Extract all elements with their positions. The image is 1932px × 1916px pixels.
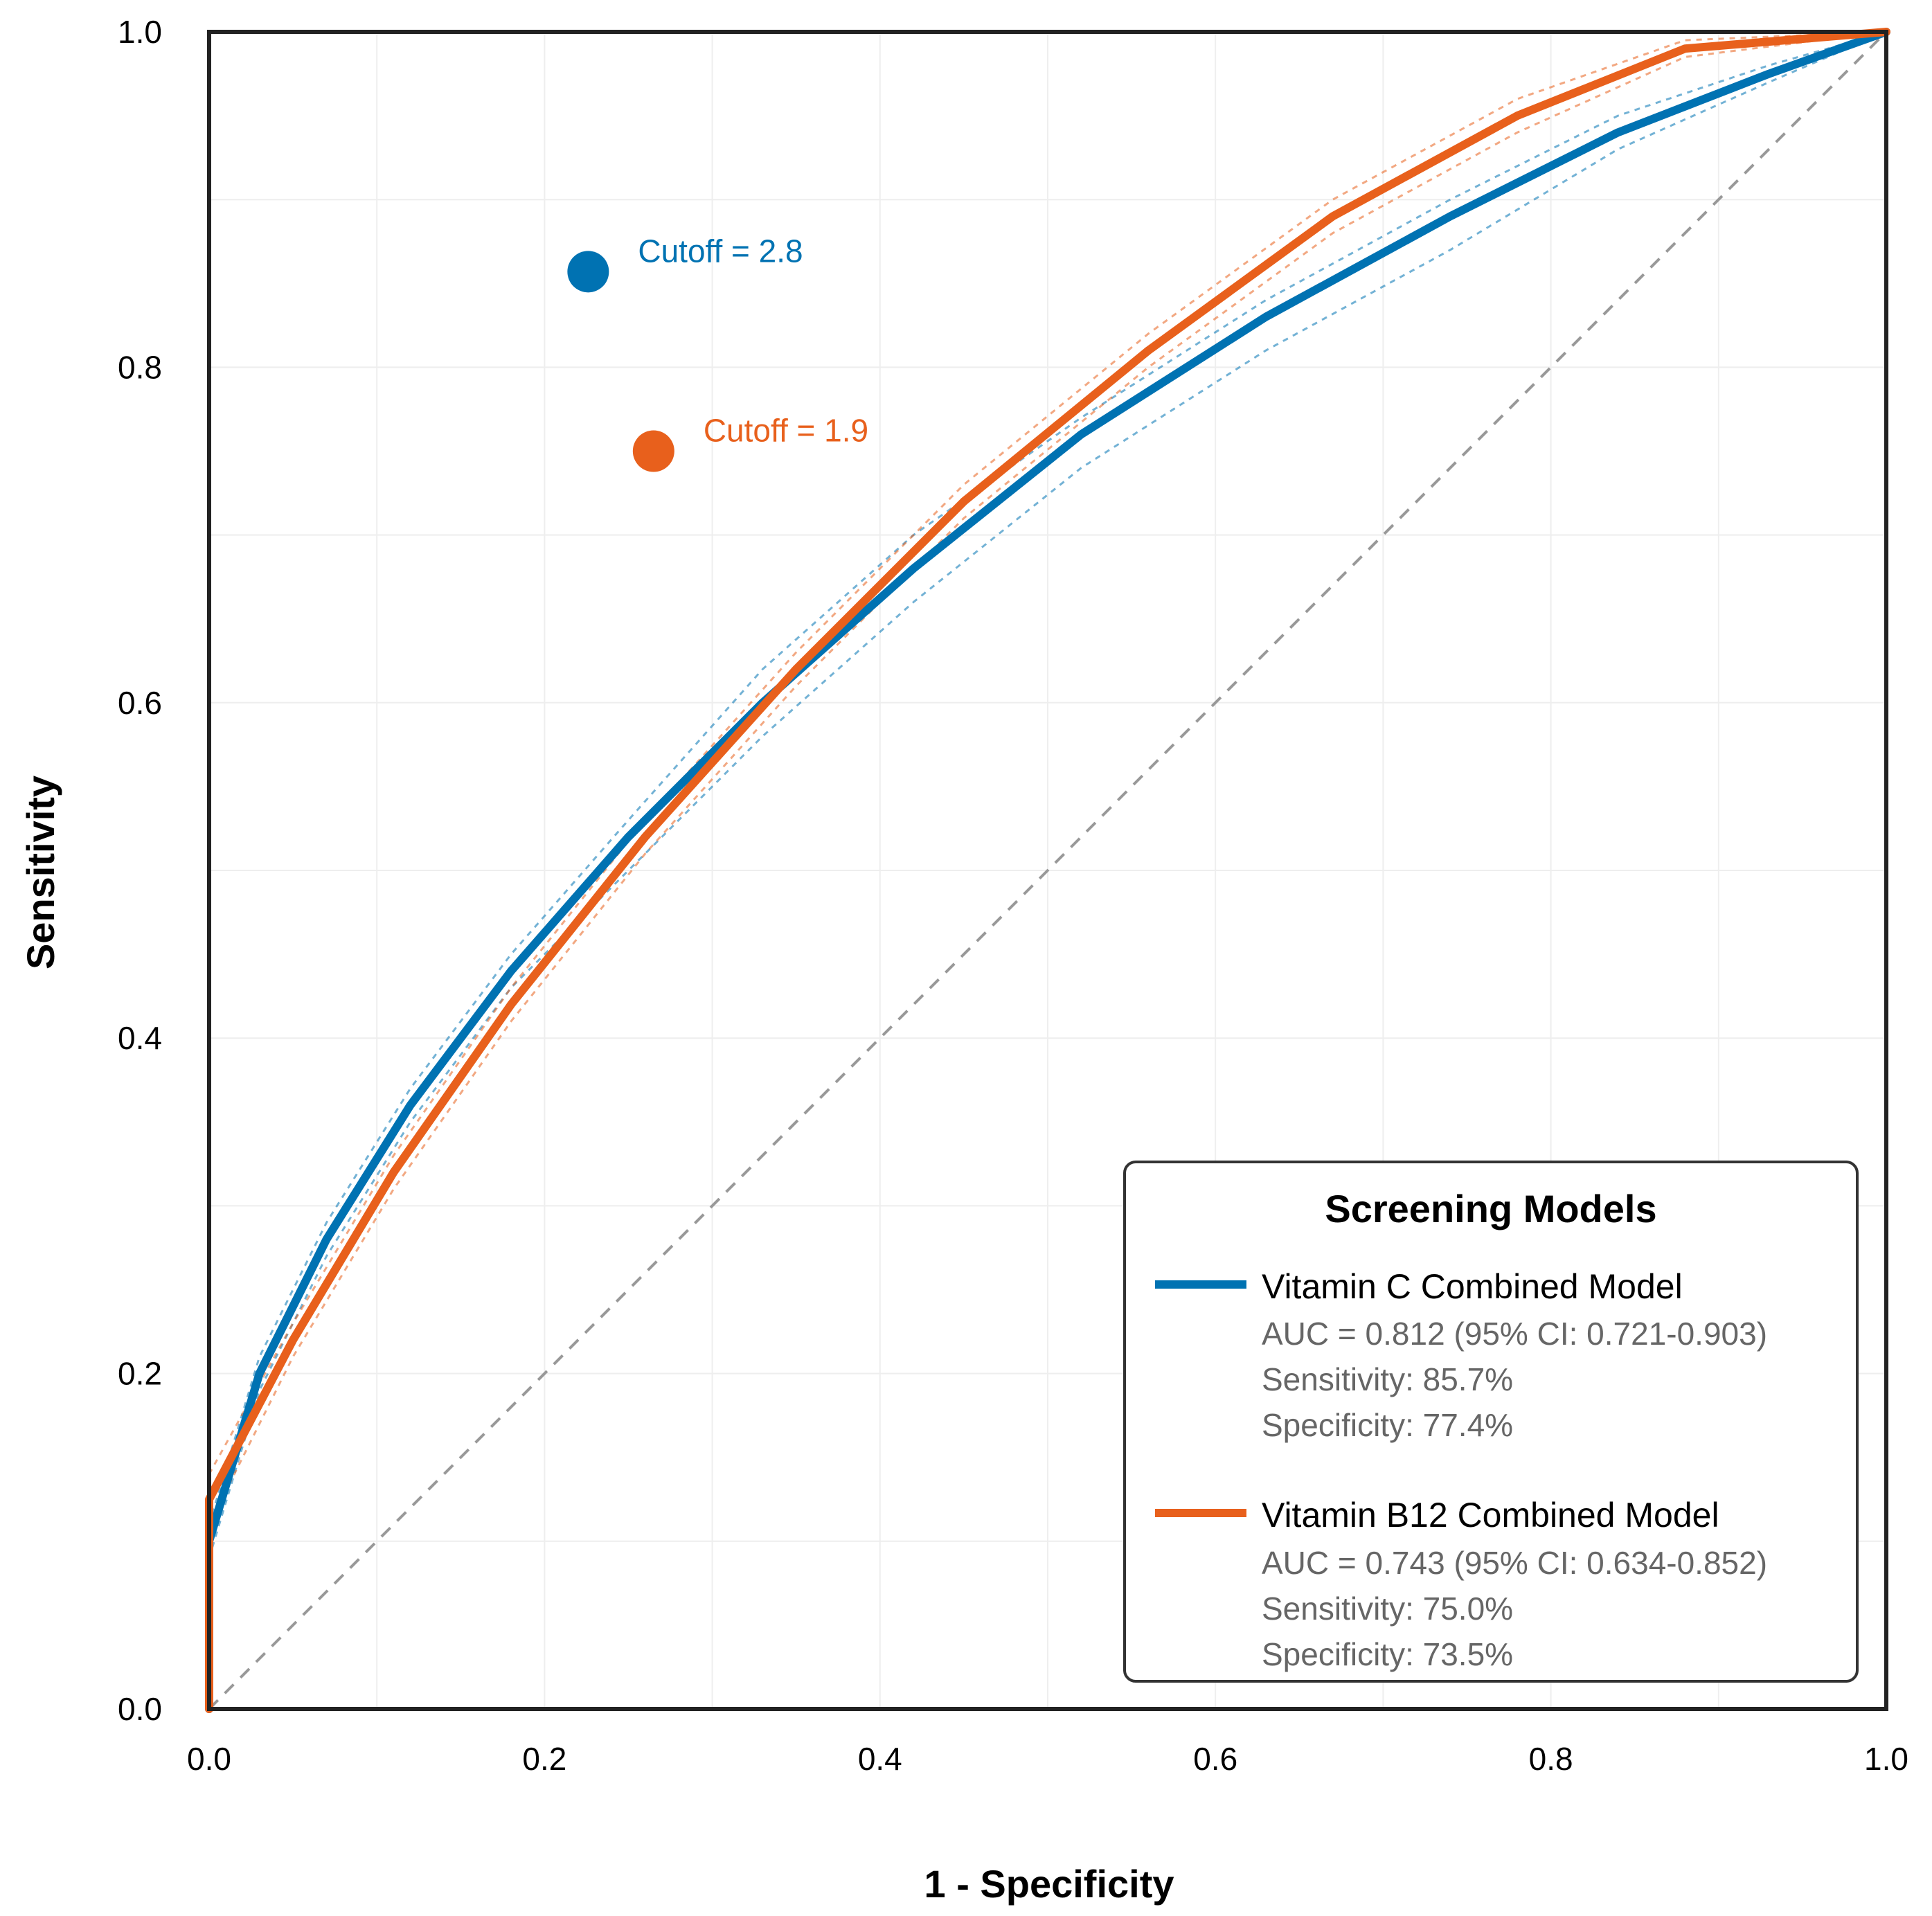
- x-axis-title: 1 - Specificity: [924, 1862, 1174, 1906]
- y-tick-label: 0.0: [118, 1691, 162, 1727]
- x-tick-label: 0.2: [522, 1741, 566, 1777]
- legend-box: [1123, 1161, 1859, 1683]
- cutoff-point-vitamin-c: [567, 251, 609, 293]
- x-tick-label: 0.8: [1529, 1741, 1573, 1777]
- cutoff-label-vitamin-c: Cutoff = 2.8: [638, 233, 803, 269]
- legend-auc-vitamin-b12: AUC = 0.743 (95% CI: 0.634-0.852): [1262, 1545, 1767, 1581]
- legend-specificity-vitamin-c: Specificity: 77.4%: [1262, 1407, 1513, 1443]
- x-tick-label: 0.0: [187, 1741, 231, 1777]
- legend-sensitivity-vitamin-c: Sensitivity: 85.7%: [1262, 1361, 1513, 1397]
- roc-line-vitamin-b12: [205, 28, 1890, 1713]
- x-tick-label: 1.0: [1864, 1741, 1908, 1777]
- x-tick-label: 0.6: [1193, 1741, 1237, 1777]
- cutoff-point-vitamin-b12: [632, 430, 674, 472]
- y-tick-label: 0.6: [118, 685, 162, 721]
- plot-frame: [207, 30, 1888, 1711]
- chance-diagonal-line: [208, 30, 1888, 1710]
- legend-title: Screening Models: [1325, 1187, 1656, 1230]
- y-tick-label: 0.4: [118, 1020, 162, 1056]
- ci-line-lower-vitamin-b12: [208, 30, 1887, 1525]
- legend-auc-vitamin-c: AUC = 0.812 (95% CI: 0.721-0.903): [1262, 1316, 1767, 1352]
- y-tick-label: 0.2: [118, 1356, 162, 1392]
- confidence-bands: [208, 30, 1887, 1559]
- x-tick-labels: 0.0 0.2 0.4 0.6 0.8 1.0: [187, 1741, 1908, 1777]
- cutoff-label-vitamin-b12: Cutoff = 1.9: [704, 413, 868, 449]
- cutoff-points: Cutoff = 2.8 Cutoff = 1.9: [567, 233, 868, 472]
- legend-label-vitamin-c: Vitamin C Combined Model: [1262, 1267, 1683, 1306]
- legend: Screening Models Vitamin C Combined Mode…: [1123, 1161, 1859, 1683]
- y-tick-label: 0.8: [118, 349, 162, 385]
- ci-line-upper-vitamin-b12: [208, 30, 1887, 1475]
- roc-curves: [205, 28, 1890, 1713]
- ci-line-upper-vitamin-c: [208, 30, 1887, 1525]
- y-tick-labels: 0.0 0.2 0.4 0.6 0.8 1.0: [118, 14, 162, 1727]
- legend-specificity-vitamin-b12: Specificity: 73.5%: [1262, 1636, 1513, 1672]
- legend-sensitivity-vitamin-b12: Sensitivity: 75.0%: [1262, 1591, 1513, 1627]
- x-tick-label: 0.4: [858, 1741, 902, 1777]
- legend-label-vitamin-b12: Vitamin B12 Combined Model: [1262, 1496, 1719, 1534]
- y-tick-label: 1.0: [118, 14, 162, 50]
- y-axis-title: Sensitivity: [19, 776, 62, 969]
